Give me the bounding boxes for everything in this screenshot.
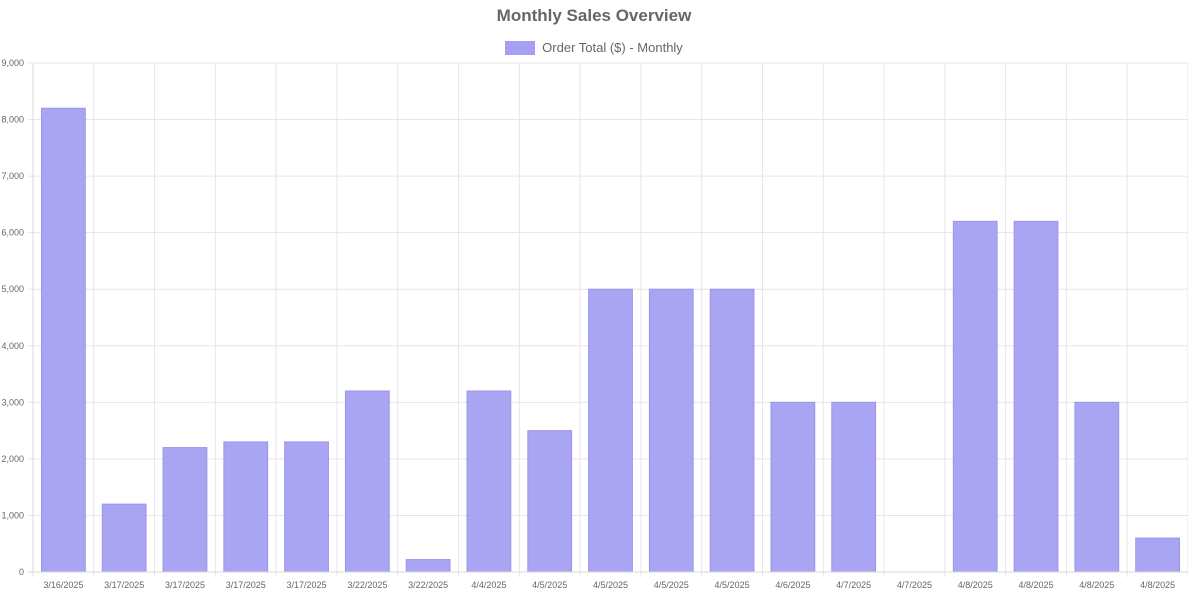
x-tick-label: 3/22/2025	[408, 580, 448, 590]
bar	[709, 288, 755, 573]
legend-swatch	[505, 40, 536, 55]
x-tick-label: 4/5/2025	[715, 580, 750, 590]
x-tick-label: 4/8/2025	[958, 580, 993, 590]
bar	[223, 441, 269, 573]
x-tick-label: 4/4/2025	[471, 580, 506, 590]
y-tick-label: 0	[19, 567, 24, 577]
x-tick-label: 4/7/2025	[836, 580, 871, 590]
bar	[831, 401, 877, 573]
x-tick-label: 4/8/2025	[1079, 580, 1114, 590]
bar	[101, 503, 147, 573]
y-tick-label: 1,000	[1, 510, 24, 520]
y-tick-label: 6,000	[1, 228, 24, 238]
legend-label: Order Total ($) - Monthly	[542, 40, 683, 55]
bar	[952, 220, 998, 573]
x-tick-label: 4/8/2025	[1019, 580, 1054, 590]
bar	[41, 107, 86, 573]
x-tick-label: 3/22/2025	[347, 580, 387, 590]
bar	[1135, 537, 1180, 573]
x-tick-label: 3/17/2025	[165, 580, 205, 590]
y-tick-label: 3,000	[1, 397, 24, 407]
x-tick-label: 4/8/2025	[1140, 580, 1175, 590]
x-tick-label: 3/17/2025	[104, 580, 144, 590]
bar	[466, 390, 512, 573]
y-tick-label: 5,000	[1, 284, 24, 294]
bar	[162, 447, 208, 573]
x-tick-label: 3/17/2025	[226, 580, 266, 590]
y-tick-label: 9,000	[1, 58, 24, 68]
bar	[405, 559, 451, 573]
bar	[1074, 401, 1120, 573]
x-tick-label: 3/17/2025	[287, 580, 327, 590]
y-tick-label: 8,000	[1, 115, 24, 125]
x-tick-label: 4/6/2025	[775, 580, 810, 590]
legend[interactable]: Order Total ($) - Monthly	[0, 40, 1188, 55]
bar	[1013, 220, 1059, 573]
bar	[588, 288, 633, 573]
y-tick-label: 4,000	[1, 341, 24, 351]
bar	[284, 441, 329, 573]
y-tick-label: 7,000	[1, 171, 24, 181]
chart-title: Monthly Sales Overview	[496, 6, 692, 25]
x-tick-label: 3/16/2025	[43, 580, 83, 590]
bar	[770, 401, 816, 573]
bar	[648, 288, 694, 573]
x-tick-label: 4/5/2025	[532, 580, 567, 590]
bar	[527, 430, 573, 573]
x-tick-label: 4/5/2025	[654, 580, 689, 590]
y-tick-label: 2,000	[1, 454, 24, 464]
bar	[344, 390, 390, 573]
x-tick-label: 4/5/2025	[593, 580, 628, 590]
x-tick-label: 4/7/2025	[897, 580, 932, 590]
